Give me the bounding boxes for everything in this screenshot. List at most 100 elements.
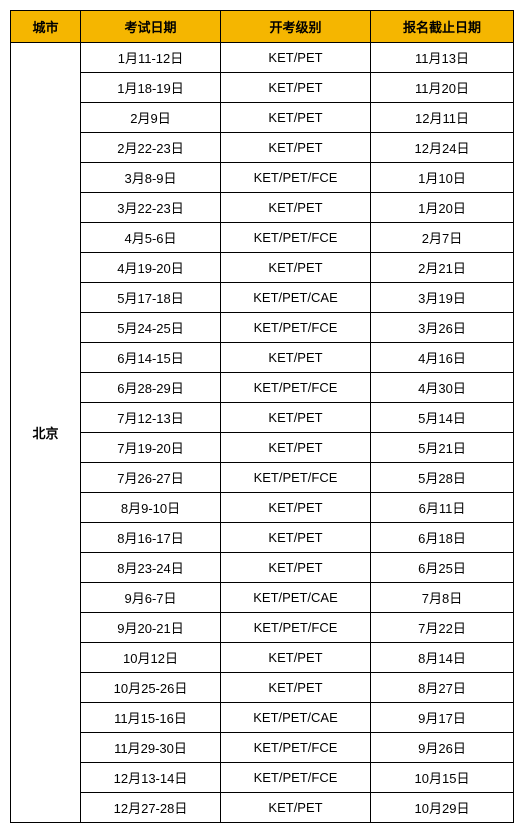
level-cell: KET/PET bbox=[221, 433, 371, 463]
deadline-cell: 10月29日 bbox=[371, 793, 514, 823]
level-cell: KET/PET/FCE bbox=[221, 463, 371, 493]
deadline-cell: 6月11日 bbox=[371, 493, 514, 523]
exam-date-cell: 8月16-17日 bbox=[81, 523, 221, 553]
level-cell: KET/PET/FCE bbox=[221, 163, 371, 193]
deadline-cell: 1月20日 bbox=[371, 193, 514, 223]
exam-date-cell: 10月12日 bbox=[81, 643, 221, 673]
level-cell: KET/PET/FCE bbox=[221, 733, 371, 763]
deadline-cell: 4月30日 bbox=[371, 373, 514, 403]
deadline-cell: 5月14日 bbox=[371, 403, 514, 433]
table-row: 11月15-16日KET/PET/CAE9月17日 bbox=[11, 703, 514, 733]
exam-date-cell: 9月6-7日 bbox=[81, 583, 221, 613]
table-row: 6月14-15日KET/PET4月16日 bbox=[11, 343, 514, 373]
exam-date-cell: 4月5-6日 bbox=[81, 223, 221, 253]
exam-date-cell: 10月25-26日 bbox=[81, 673, 221, 703]
table-row: 7月19-20日KET/PET5月21日 bbox=[11, 433, 514, 463]
table-row: 6月28-29日KET/PET/FCE4月30日 bbox=[11, 373, 514, 403]
table-row: 12月27-28日KET/PET10月29日 bbox=[11, 793, 514, 823]
level-cell: KET/PET bbox=[221, 43, 371, 73]
table-body: 北京1月11-12日KET/PET11月13日1月18-19日KET/PET11… bbox=[11, 43, 514, 823]
deadline-cell: 2月7日 bbox=[371, 223, 514, 253]
exam-date-cell: 11月15-16日 bbox=[81, 703, 221, 733]
exam-date-cell: 1月11-12日 bbox=[81, 43, 221, 73]
level-cell: KET/PET bbox=[221, 673, 371, 703]
level-cell: KET/PET bbox=[221, 253, 371, 283]
deadline-cell: 5月21日 bbox=[371, 433, 514, 463]
level-cell: KET/PET/FCE bbox=[221, 763, 371, 793]
level-cell: KET/PET bbox=[221, 73, 371, 103]
table-row: 3月8-9日KET/PET/FCE1月10日 bbox=[11, 163, 514, 193]
level-cell: KET/PET bbox=[221, 193, 371, 223]
deadline-cell: 6月18日 bbox=[371, 523, 514, 553]
table-row: 5月17-18日KET/PET/CAE3月19日 bbox=[11, 283, 514, 313]
deadline-cell: 10月15日 bbox=[371, 763, 514, 793]
exam-date-cell: 5月17-18日 bbox=[81, 283, 221, 313]
level-cell: KET/PET bbox=[221, 103, 371, 133]
level-cell: KET/PET bbox=[221, 553, 371, 583]
level-cell: KET/PET bbox=[221, 343, 371, 373]
city-cell: 北京 bbox=[11, 43, 81, 823]
deadline-cell: 2月21日 bbox=[371, 253, 514, 283]
level-cell: KET/PET bbox=[221, 493, 371, 523]
col-city: 城市 bbox=[11, 11, 81, 43]
exam-date-cell: 9月20-21日 bbox=[81, 613, 221, 643]
deadline-cell: 3月19日 bbox=[371, 283, 514, 313]
exam-date-cell: 6月28-29日 bbox=[81, 373, 221, 403]
level-cell: KET/PET/CAE bbox=[221, 703, 371, 733]
deadline-cell: 9月17日 bbox=[371, 703, 514, 733]
exam-date-cell: 2月22-23日 bbox=[81, 133, 221, 163]
table-row: 3月22-23日KET/PET1月20日 bbox=[11, 193, 514, 223]
table-row: 9月6-7日KET/PET/CAE7月8日 bbox=[11, 583, 514, 613]
deadline-cell: 4月16日 bbox=[371, 343, 514, 373]
exam-date-cell: 1月18-19日 bbox=[81, 73, 221, 103]
exam-date-cell: 8月23-24日 bbox=[81, 553, 221, 583]
table-row: 7月12-13日KET/PET5月14日 bbox=[11, 403, 514, 433]
deadline-cell: 5月28日 bbox=[371, 463, 514, 493]
level-cell: KET/PET bbox=[221, 643, 371, 673]
exam-date-cell: 7月19-20日 bbox=[81, 433, 221, 463]
exam-date-cell: 12月13-14日 bbox=[81, 763, 221, 793]
deadline-cell: 3月26日 bbox=[371, 313, 514, 343]
deadline-cell: 7月8日 bbox=[371, 583, 514, 613]
deadline-cell: 7月22日 bbox=[371, 613, 514, 643]
table-row: 8月9-10日KET/PET6月11日 bbox=[11, 493, 514, 523]
table-row: 12月13-14日KET/PET/FCE10月15日 bbox=[11, 763, 514, 793]
exam-date-cell: 3月22-23日 bbox=[81, 193, 221, 223]
level-cell: KET/PET bbox=[221, 403, 371, 433]
deadline-cell: 12月11日 bbox=[371, 103, 514, 133]
exam-date-cell: 2月9日 bbox=[81, 103, 221, 133]
exam-date-cell: 8月9-10日 bbox=[81, 493, 221, 523]
col-level: 开考级别 bbox=[221, 11, 371, 43]
level-cell: KET/PET bbox=[221, 133, 371, 163]
table-row: 2月22-23日KET/PET12月24日 bbox=[11, 133, 514, 163]
table-row: 11月29-30日KET/PET/FCE9月26日 bbox=[11, 733, 514, 763]
level-cell: KET/PET bbox=[221, 793, 371, 823]
table-row: 1月18-19日KET/PET11月20日 bbox=[11, 73, 514, 103]
level-cell: KET/PET/FCE bbox=[221, 373, 371, 403]
table-row: 7月26-27日KET/PET/FCE5月28日 bbox=[11, 463, 514, 493]
level-cell: KET/PET/CAE bbox=[221, 583, 371, 613]
deadline-cell: 12月24日 bbox=[371, 133, 514, 163]
level-cell: KET/PET/CAE bbox=[221, 283, 371, 313]
exam-date-cell: 7月12-13日 bbox=[81, 403, 221, 433]
deadline-cell: 11月13日 bbox=[371, 43, 514, 73]
level-cell: KET/PET/FCE bbox=[221, 313, 371, 343]
table-row: 9月20-21日KET/PET/FCE7月22日 bbox=[11, 613, 514, 643]
exam-date-cell: 4月19-20日 bbox=[81, 253, 221, 283]
table-row: 8月16-17日KET/PET6月18日 bbox=[11, 523, 514, 553]
col-exam-date: 考试日期 bbox=[81, 11, 221, 43]
exam-date-cell: 12月27-28日 bbox=[81, 793, 221, 823]
level-cell: KET/PET bbox=[221, 523, 371, 553]
deadline-cell: 11月20日 bbox=[371, 73, 514, 103]
table-row: 4月5-6日KET/PET/FCE2月7日 bbox=[11, 223, 514, 253]
level-cell: KET/PET/FCE bbox=[221, 613, 371, 643]
exam-schedule-table: 城市 考试日期 开考级别 报名截止日期 北京1月11-12日KET/PET11月… bbox=[10, 10, 514, 823]
table-header-row: 城市 考试日期 开考级别 报名截止日期 bbox=[11, 11, 514, 43]
col-deadline: 报名截止日期 bbox=[371, 11, 514, 43]
exam-date-cell: 7月26-27日 bbox=[81, 463, 221, 493]
exam-date-cell: 6月14-15日 bbox=[81, 343, 221, 373]
deadline-cell: 1月10日 bbox=[371, 163, 514, 193]
deadline-cell: 6月25日 bbox=[371, 553, 514, 583]
table-row: 8月23-24日KET/PET6月25日 bbox=[11, 553, 514, 583]
table-row: 10月25-26日KET/PET8月27日 bbox=[11, 673, 514, 703]
